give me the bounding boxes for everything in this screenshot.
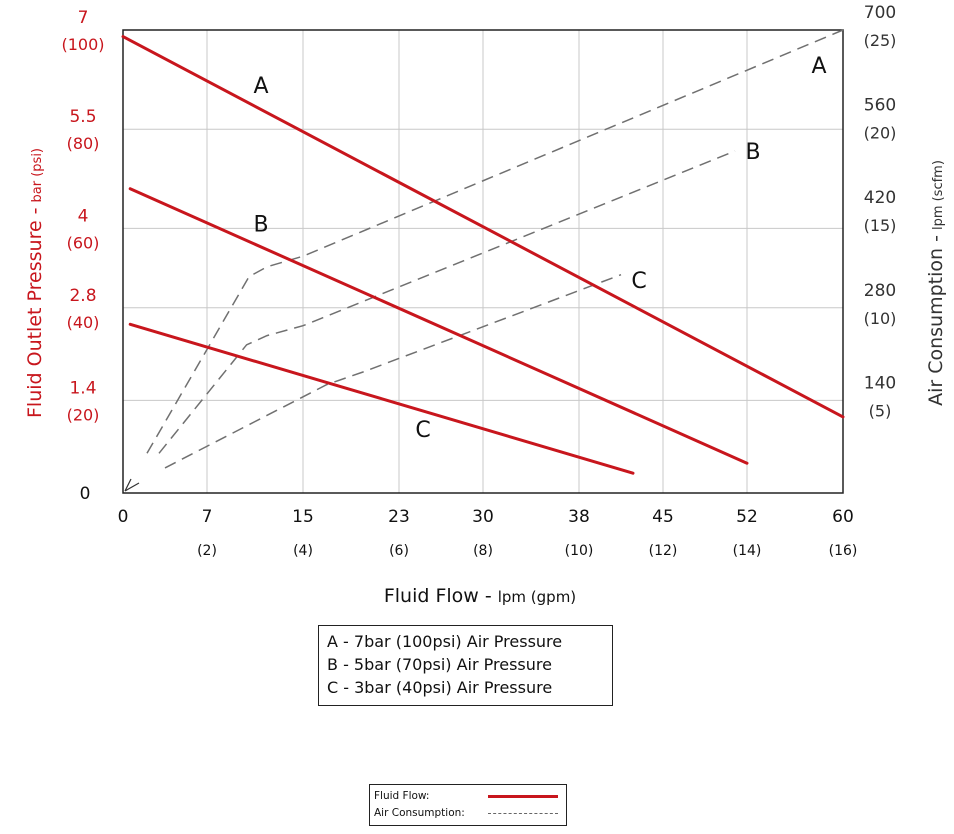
y-left-tick-label: 7 <box>78 8 89 28</box>
x-tick-sublabel: (4) <box>293 543 313 559</box>
y-axis-right-title: Air Consumption - lpm (scfm) <box>925 160 947 406</box>
x-tick-sublabel: (12) <box>649 543 678 559</box>
y-axis-right-title-units: lpm (scfm) <box>931 160 946 230</box>
x-tick-sublabel: (8) <box>473 543 493 559</box>
y-right-tick-label: 560 <box>864 96 896 116</box>
x-tick-label: 30 <box>472 507 494 527</box>
y-axis-left-title-units: bar (psi) <box>30 148 45 202</box>
x-tick-label: 60 <box>832 507 854 527</box>
y-left-tick-sublabel: (60) <box>67 233 100 252</box>
air-consumption-line-c <box>164 273 622 469</box>
curve-label-b: B <box>253 213 268 238</box>
y-left-tick-sublabel: (80) <box>67 134 100 153</box>
legend-item-b: B - 5bar (70psi) Air Pressure <box>327 655 552 674</box>
x-tick-label: 45 <box>652 507 674 527</box>
y-right-tick-sublabel: (25) <box>864 31 897 50</box>
right-axis-ticks: 140 (5) 280 (10) 420 (15) 560 (20) 700 (25) <box>864 3 897 420</box>
y-right-tick-sublabel: (15) <box>864 216 897 235</box>
fluid-flow-line-c <box>128 322 635 475</box>
x-tick-sublabel: (16) <box>829 543 858 559</box>
y-left-tick-label: 4 <box>78 206 89 226</box>
x-tick-sublabel: (10) <box>565 543 594 559</box>
x-axis-ticks: 0 7 (2) 15 (4) 23 (6) 30 (8) 38 (10) 45 (12) 52 (14) 60… <box>118 507 858 559</box>
y-left-tick-label: 1.4 <box>69 378 96 398</box>
key-air-label: Air Consumption: <box>374 807 465 819</box>
key-solid-line-sample <box>488 795 558 798</box>
pressure-legend: A - 7bar (100psi) Air Pressure B - 5bar … <box>318 625 613 706</box>
plot-frame <box>122 29 844 494</box>
y-right-tick-label: 420 <box>864 188 896 208</box>
curve-label-c: C <box>631 269 646 294</box>
y-left-tick-label: 2.8 <box>69 286 96 306</box>
y-right-tick-label: 280 <box>864 281 896 301</box>
key-row-air: Air Consumption: <box>374 805 562 822</box>
x-tick-label: 52 <box>736 507 758 527</box>
y-left-tick-sublabel: (40) <box>67 313 100 332</box>
air-consumption-line-b <box>158 150 736 454</box>
x-tick-label: 15 <box>292 507 314 527</box>
y-left-tick-sublabel: (20) <box>67 405 100 424</box>
grid <box>123 30 843 493</box>
legend-item-a: A - 7bar (100psi) Air Pressure <box>327 632 563 651</box>
y-right-tick-label: 700 <box>864 3 896 23</box>
air-consumption-line-a <box>146 29 844 454</box>
x-axis-title: Fluid Flow - lpm (gpm) <box>384 585 576 607</box>
x-tick-label: 7 <box>202 507 213 527</box>
y-left-tick-label: 0 <box>80 484 91 504</box>
x-tick-sublabel: (2) <box>197 543 217 559</box>
curve-label-b: B <box>745 140 760 165</box>
curve-label-a: A <box>811 54 826 79</box>
key-fluid-label: Fluid Flow: <box>374 790 430 802</box>
x-tick-sublabel: (6) <box>389 543 409 559</box>
fluid-flow-line-a <box>121 35 845 419</box>
y-right-tick-label: 140 <box>864 373 896 393</box>
y-axis-left-title-main: Fluid Outlet Pressure - <box>24 207 46 418</box>
left-axis-ticks: 0 1.4 (20) 2.8 (40) 4 (60) 5.5 (80) 7 (100) <box>61 8 104 504</box>
origin-marker <box>124 478 140 492</box>
x-axis-title-main: Fluid Flow - <box>384 585 492 607</box>
line-style-key: Fluid Flow: Air Consumption: <box>369 784 567 826</box>
fluid-flow-lines <box>121 35 845 475</box>
chart: A B C A B C 0 7 (2) 15 (4) 23 (6) 30 (8) 38 (10) 45 (12) 5… <box>24 3 947 607</box>
x-tick-sublabel: (14) <box>733 543 762 559</box>
curve-label-c: C <box>415 418 430 443</box>
plot-border <box>122 29 844 494</box>
x-axis-title-units: lpm (gpm) <box>498 588 576 606</box>
y-right-tick-sublabel: (5) <box>869 401 892 420</box>
legend-item-c: C - 3bar (40psi) Air Pressure <box>327 678 553 697</box>
fluid-flow-line-b <box>128 187 749 465</box>
curve-annotations: A B C A B C <box>253 54 826 443</box>
key-dashed-line-sample <box>488 813 558 814</box>
x-tick-label: 0 <box>118 507 129 527</box>
air-consumption-lines <box>146 29 844 469</box>
y-left-tick-sublabel: (100) <box>61 35 104 54</box>
key-row-fluid: Fluid Flow: <box>374 788 562 805</box>
y-axis-right-title-main: Air Consumption - <box>925 235 947 406</box>
y-right-tick-sublabel: (10) <box>864 309 897 328</box>
y-left-tick-label: 5.5 <box>69 107 96 127</box>
x-tick-label: 23 <box>388 507 410 527</box>
x-tick-label: 38 <box>568 507 590 527</box>
y-right-tick-sublabel: (20) <box>864 124 897 143</box>
y-axis-left-title: Fluid Outlet Pressure - bar (psi) <box>24 148 46 418</box>
curve-label-a: A <box>253 74 268 99</box>
